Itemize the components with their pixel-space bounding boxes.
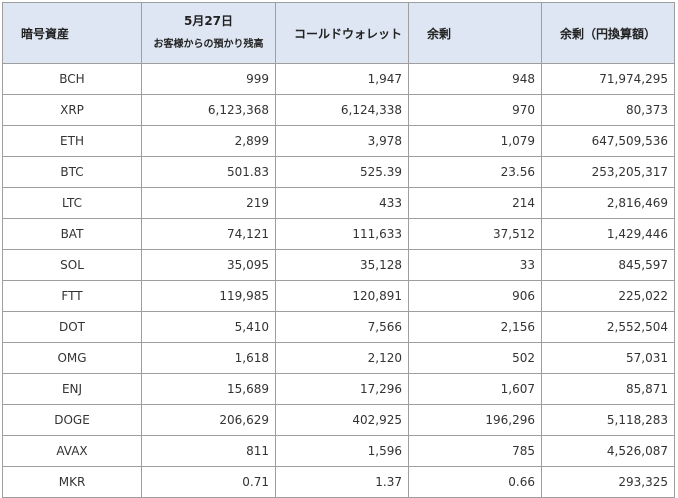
cell-surplus: 906 bbox=[408, 280, 542, 312]
cell-customer-balance: 35,095 bbox=[141, 249, 276, 281]
cell-surplus: 1,607 bbox=[408, 373, 542, 405]
cell-cold-wallet: 1.37 bbox=[275, 466, 409, 498]
cell-asset: FTT bbox=[2, 280, 142, 312]
table-row: ETH 2,899 3,978 1,079 647,509,536 bbox=[2, 125, 675, 157]
cell-cold-wallet: 1,947 bbox=[275, 63, 409, 95]
table-row: AVAX 811 1,596 785 4,526,087 bbox=[2, 435, 675, 467]
cell-customer-balance: 999 bbox=[141, 63, 276, 95]
header-customer-label: お客様からの預かり残高 bbox=[153, 39, 264, 50]
cell-customer-balance: 119,985 bbox=[141, 280, 276, 312]
header-customer-balance: 5月27日 お客様からの預かり残高 bbox=[141, 2, 276, 64]
cell-customer-balance: 5,410 bbox=[141, 311, 276, 343]
cell-asset: DOGE bbox=[2, 404, 142, 436]
cell-asset: ETH bbox=[2, 125, 142, 157]
cell-customer-balance: 501.83 bbox=[141, 156, 276, 188]
cell-asset: BAT bbox=[2, 218, 142, 250]
table-body: BCH 999 1,947 948 71,974,295 XRP 6,123,368 6,12… bbox=[2, 63, 675, 498]
cell-cold-wallet: 2,120 bbox=[275, 342, 409, 374]
table-row: OMG 1,618 2,120 502 57,031 bbox=[2, 342, 675, 374]
cell-surplus-jpy: 293,325 bbox=[541, 466, 675, 498]
cell-surplus: 502 bbox=[408, 342, 542, 374]
cell-customer-balance: 206,629 bbox=[141, 404, 276, 436]
cell-asset: DOT bbox=[2, 311, 142, 343]
cell-asset: LTC bbox=[2, 187, 142, 219]
cell-asset: SOL bbox=[2, 249, 142, 281]
cell-surplus-jpy: 2,816,469 bbox=[541, 187, 675, 219]
table-row: DOGE 206,629 402,925 196,296 5,118,283 bbox=[2, 404, 675, 436]
cell-surplus: 948 bbox=[408, 63, 542, 95]
cell-surplus-jpy: 5,118,283 bbox=[541, 404, 675, 436]
cell-customer-balance: 0.71 bbox=[141, 466, 276, 498]
cell-cold-wallet: 120,891 bbox=[275, 280, 409, 312]
cell-surplus-jpy: 225,022 bbox=[541, 280, 675, 312]
header-date: 5月27日 bbox=[183, 14, 234, 28]
cell-surplus: 33 bbox=[408, 249, 542, 281]
header-surplus-jpy: 余剰（円換算額） bbox=[541, 2, 675, 64]
table-row: BTC 501.83 525.39 23.56 253,205,317 bbox=[2, 156, 675, 188]
cell-surplus: 2,156 bbox=[408, 311, 542, 343]
table-row: MKR 0.71 1.37 0.66 293,325 bbox=[2, 466, 675, 498]
table-row: BAT 74,121 111,633 37,512 1,429,446 bbox=[2, 218, 675, 250]
cell-cold-wallet: 17,296 bbox=[275, 373, 409, 405]
cell-cold-wallet: 1,596 bbox=[275, 435, 409, 467]
table-row: ENJ 15,689 17,296 1,607 85,871 bbox=[2, 373, 675, 405]
table-row: DOT 5,410 7,566 2,156 2,552,504 bbox=[2, 311, 675, 343]
header-asset: 暗号資産 bbox=[2, 2, 142, 64]
cell-surplus-jpy: 4,526,087 bbox=[541, 435, 675, 467]
cell-asset: MKR bbox=[2, 466, 142, 498]
table-row: LTC 219 433 214 2,816,469 bbox=[2, 187, 675, 219]
cell-surplus: 785 bbox=[408, 435, 542, 467]
cell-surplus-jpy: 1,429,446 bbox=[541, 218, 675, 250]
table-row: FTT 119,985 120,891 906 225,022 bbox=[2, 280, 675, 312]
cell-customer-balance: 219 bbox=[141, 187, 276, 219]
cell-cold-wallet: 6,124,338 bbox=[275, 94, 409, 126]
cell-customer-balance: 811 bbox=[141, 435, 276, 467]
cell-surplus: 23.56 bbox=[408, 156, 542, 188]
cell-surplus: 970 bbox=[408, 94, 542, 126]
cell-customer-balance: 2,899 bbox=[141, 125, 276, 157]
cell-surplus-jpy: 71,974,295 bbox=[541, 63, 675, 95]
cell-surplus-jpy: 647,509,536 bbox=[541, 125, 675, 157]
cell-asset: OMG bbox=[2, 342, 142, 374]
cell-surplus: 0.66 bbox=[408, 466, 542, 498]
cell-customer-balance: 74,121 bbox=[141, 218, 276, 250]
cell-asset: AVAX bbox=[2, 435, 142, 467]
header-surplus: 余剰 bbox=[408, 2, 542, 64]
cell-surplus: 196,296 bbox=[408, 404, 542, 436]
cell-cold-wallet: 402,925 bbox=[275, 404, 409, 436]
table-row: BCH 999 1,947 948 71,974,295 bbox=[2, 63, 675, 95]
cell-surplus: 37,512 bbox=[408, 218, 542, 250]
cell-asset: XRP bbox=[2, 94, 142, 126]
cell-cold-wallet: 433 bbox=[275, 187, 409, 219]
cell-customer-balance: 1,618 bbox=[141, 342, 276, 374]
cell-cold-wallet: 525.39 bbox=[275, 156, 409, 188]
cell-surplus-jpy: 253,205,317 bbox=[541, 156, 675, 188]
cell-cold-wallet: 35,128 bbox=[275, 249, 409, 281]
cell-surplus-jpy: 80,373 bbox=[541, 94, 675, 126]
cell-asset: ENJ bbox=[2, 373, 142, 405]
cell-surplus-jpy: 85,871 bbox=[541, 373, 675, 405]
table-header: 暗号資産 5月27日 お客様からの預かり残高 コールドウォレット 余剰 余剰（円… bbox=[2, 2, 675, 64]
cell-customer-balance: 6,123,368 bbox=[141, 94, 276, 126]
cell-surplus-jpy: 845,597 bbox=[541, 249, 675, 281]
header-cold-wallet: コールドウォレット bbox=[275, 2, 409, 64]
table-row: SOL 35,095 35,128 33 845,597 bbox=[2, 249, 675, 281]
cell-cold-wallet: 111,633 bbox=[275, 218, 409, 250]
cell-surplus: 214 bbox=[408, 187, 542, 219]
table-row: XRP 6,123,368 6,124,338 970 80,373 bbox=[2, 94, 675, 126]
cell-asset: BTC bbox=[2, 156, 142, 188]
cell-surplus: 1,079 bbox=[408, 125, 542, 157]
cell-surplus-jpy: 57,031 bbox=[541, 342, 675, 374]
cell-asset: BCH bbox=[2, 63, 142, 95]
cell-surplus-jpy: 2,552,504 bbox=[541, 311, 675, 343]
header-row: 暗号資産 5月27日 お客様からの預かり残高 コールドウォレット 余剰 余剰（円… bbox=[2, 2, 675, 64]
cell-customer-balance: 15,689 bbox=[141, 373, 276, 405]
cell-cold-wallet: 3,978 bbox=[275, 125, 409, 157]
cell-cold-wallet: 7,566 bbox=[275, 311, 409, 343]
